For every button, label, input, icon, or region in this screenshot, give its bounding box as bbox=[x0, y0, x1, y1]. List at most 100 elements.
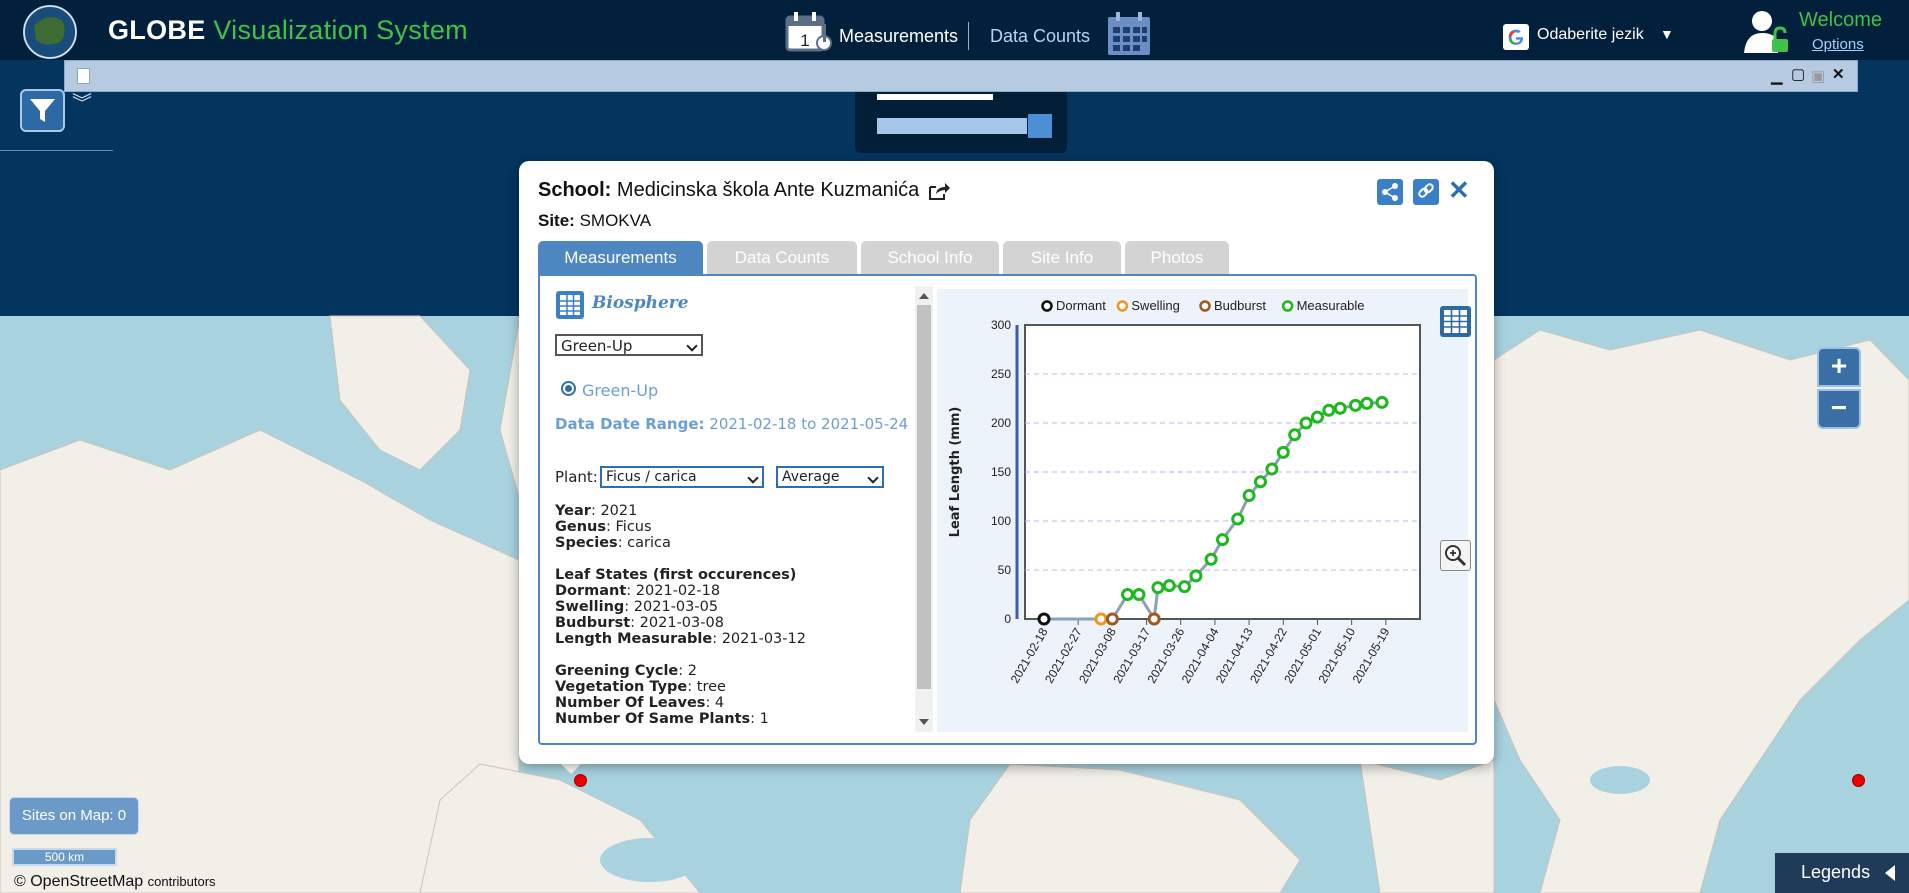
language-caret-icon[interactable]: ▼ bbox=[1660, 26, 1674, 42]
chart-area: 0 50 100 150 200 250 300 Leaf Length (mm) 2021-0… bbox=[937, 289, 1471, 732]
legend-label: Swelling bbox=[1131, 298, 1179, 313]
data-point bbox=[1348, 398, 1362, 412]
restore-icon[interactable]: ▣ bbox=[1811, 68, 1826, 85]
data-point bbox=[1147, 612, 1161, 626]
calendar-day-number: 1 bbox=[800, 31, 809, 50]
options-link[interactable]: Options bbox=[1812, 36, 1864, 53]
info-scrollbar[interactable] bbox=[915, 286, 933, 732]
data-point bbox=[1204, 552, 1218, 566]
map-scale-bar: 500 km bbox=[12, 848, 117, 866]
nav-measurements[interactable]: Measurements bbox=[839, 26, 959, 46]
plant-select[interactable]: Ficus / carica bbox=[600, 466, 764, 488]
zoom-out-button[interactable]: − bbox=[1817, 389, 1861, 429]
user-unlocked-icon[interactable] bbox=[1742, 7, 1792, 55]
legend-marker bbox=[1041, 300, 1053, 312]
chevron-down-icon bbox=[747, 472, 759, 484]
data-point bbox=[1132, 588, 1146, 601]
nav-data-counts[interactable]: Data Counts bbox=[990, 26, 1091, 46]
language-select[interactable]: Odaberite jezik bbox=[1537, 26, 1644, 43]
detail-greening-cycle: Greening Cycle: 2 bbox=[555, 663, 697, 679]
globe-logo[interactable] bbox=[16, 2, 86, 60]
y-tick-label: 200 bbox=[991, 416, 1011, 430]
data-point bbox=[1231, 512, 1245, 526]
caret-left-icon bbox=[1885, 865, 1895, 881]
tab-school-info[interactable]: School Info bbox=[861, 241, 999, 274]
app-title: GLOBE Visualization System bbox=[108, 15, 468, 46]
chevron-double-down-icon[interactable]: ︾ bbox=[72, 93, 92, 115]
site-marker[interactable] bbox=[574, 774, 587, 787]
sites-on-map-badge: Sites on Map: 0 bbox=[9, 797, 139, 835]
filter-button[interactable] bbox=[20, 89, 65, 132]
date-range-value: 2021-02-18 to 2021-05-24 bbox=[709, 415, 909, 433]
time-slider-handle[interactable] bbox=[1028, 114, 1052, 138]
scroll-up-icon[interactable] bbox=[919, 293, 929, 299]
site-marker[interactable] bbox=[1852, 774, 1865, 787]
top-header: GLOBE Visualization System 1 Measurement… bbox=[0, 0, 1909, 60]
data-point bbox=[1162, 579, 1176, 593]
school-name: Medicinska škola Ante Kuzmanića bbox=[616, 179, 920, 201]
close-icon[interactable]: ✕ bbox=[1832, 66, 1845, 83]
minimize-icon[interactable]: ▁ bbox=[1771, 68, 1783, 85]
share-button[interactable] bbox=[1377, 179, 1403, 205]
y-tick-label: 50 bbox=[998, 563, 1012, 577]
data-point bbox=[1276, 445, 1290, 459]
aggregate-select[interactable]: Average bbox=[776, 466, 884, 488]
close-popup-icon[interactable]: ✕ bbox=[1448, 175, 1470, 205]
aggregate-select-value: Average bbox=[782, 469, 840, 485]
date-range-label: Data Date Range: bbox=[555, 415, 705, 433]
measurement-info: Biosphere Green-Up Green-Up Data Date Ra… bbox=[555, 286, 910, 732]
maximize-icon[interactable]: ▢ bbox=[1791, 66, 1806, 83]
data-point bbox=[1299, 416, 1313, 430]
leaf-state-dormant: Dormant: 2021-02-18 bbox=[555, 583, 721, 599]
google-icon bbox=[1503, 24, 1529, 50]
tab-data-counts[interactable]: Data Counts bbox=[707, 241, 857, 274]
data-point bbox=[1178, 580, 1192, 594]
legends-button[interactable]: Legends bbox=[1775, 853, 1909, 893]
copy-link-button[interactable] bbox=[1413, 179, 1439, 205]
data-point bbox=[1360, 396, 1374, 410]
protocol-title: Biosphere bbox=[592, 293, 689, 313]
chart-zoom-button[interactable] bbox=[1440, 540, 1471, 571]
green-up-radio-label[interactable]: Green-Up bbox=[582, 381, 659, 400]
protocol-select[interactable]: Green-Up bbox=[555, 334, 703, 356]
floating-window-bar[interactable]: ▁ ▢ ▣ ✕ bbox=[64, 60, 1858, 92]
legend-marker bbox=[1199, 300, 1211, 312]
legend-label: Budburst bbox=[1214, 298, 1266, 313]
calendar-day-icon[interactable]: 1 bbox=[784, 10, 834, 54]
leaf-state-budburst: Budburst: 2021-03-08 bbox=[555, 615, 724, 631]
y-tick-label: 0 bbox=[1004, 612, 1011, 626]
data-date-range: Data Date Range: 2021-02-18 to 2021-05-2… bbox=[555, 415, 908, 433]
data-point bbox=[1375, 395, 1389, 409]
detail-genus: Genus: Ficus bbox=[555, 519, 652, 535]
map-attribution: © OpenStreetMap contributors bbox=[14, 873, 216, 891]
scroll-down-icon[interactable] bbox=[919, 719, 929, 725]
detail-number-of-same-plants: Number Of Same Plants: 1 bbox=[555, 711, 769, 727]
table-icon bbox=[556, 291, 584, 319]
site-label: Site: bbox=[538, 211, 575, 230]
calendar-grid-icon[interactable] bbox=[1106, 11, 1152, 57]
tab-site-info[interactable]: Site Info bbox=[1003, 241, 1121, 274]
green-up-radio[interactable] bbox=[561, 381, 576, 396]
data-point bbox=[1253, 475, 1267, 489]
zoom-in-button[interactable]: + bbox=[1817, 347, 1861, 387]
date-input[interactable] bbox=[877, 94, 993, 100]
scrollbar-thumb[interactable] bbox=[917, 305, 931, 689]
osm-link[interactable]: © OpenStreetMap bbox=[14, 873, 144, 890]
y-tick-label: 100 bbox=[991, 514, 1011, 528]
school-label: School: bbox=[538, 179, 612, 201]
protocol-select-value: Green-Up bbox=[561, 337, 633, 355]
time-slider-track[interactable] bbox=[877, 118, 1027, 134]
tab-measurements[interactable]: Measurements bbox=[538, 241, 703, 274]
measurements-panel: Biosphere Green-Up Green-Up Data Date Ra… bbox=[538, 274, 1477, 745]
external-link-icon[interactable] bbox=[927, 181, 951, 201]
time-slider-widget bbox=[855, 92, 1067, 153]
tab-photos[interactable]: Photos bbox=[1125, 241, 1229, 274]
legend-marker bbox=[1281, 300, 1294, 312]
data-point bbox=[1265, 462, 1279, 476]
data-point bbox=[1322, 403, 1336, 417]
data-table-button[interactable] bbox=[1440, 306, 1471, 337]
y-tick-label: 250 bbox=[991, 367, 1011, 381]
data-point bbox=[1333, 401, 1347, 415]
y-tick-label: 300 bbox=[991, 318, 1011, 332]
